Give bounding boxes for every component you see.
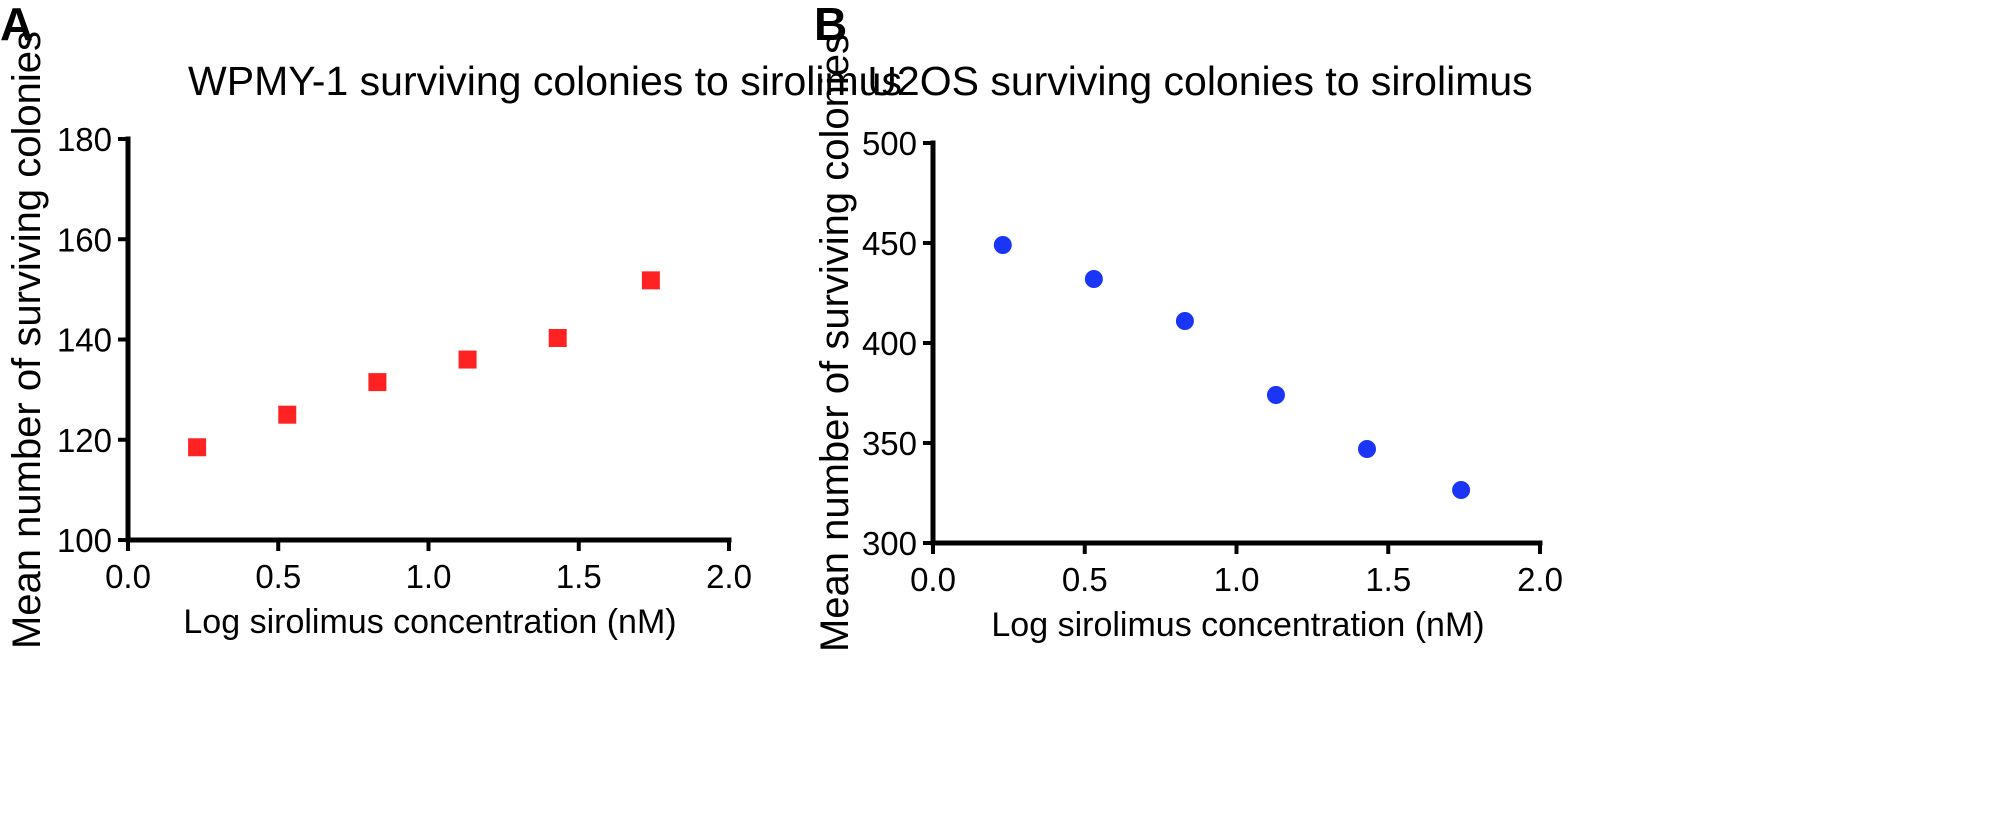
data-point-b: [1452, 481, 1471, 499]
x-tick-label-a: 2.0: [706, 558, 752, 595]
y-tick-label-b: 500: [862, 125, 917, 162]
data-point-b: [993, 236, 1012, 254]
x-axis-label-b: Log sirolimus concentration (nM): [991, 606, 1484, 644]
data-point-b: [1084, 270, 1103, 288]
data-points-b: [993, 236, 1471, 499]
x-tick-label-a: 0.0: [105, 558, 151, 595]
data-point-a: [368, 373, 387, 392]
data-point-b: [1175, 312, 1194, 330]
data-point-a: [188, 438, 207, 457]
x-tick-label-a: 1.5: [556, 558, 602, 595]
y-axis-label-b: Mean number of surviving colonies: [813, 34, 857, 652]
panel-a: A WPMY-1 surviving colonies to sirolimus…: [0, 0, 902, 649]
y-tick-label-b: 350: [862, 425, 917, 462]
data-point-a: [458, 350, 477, 369]
data-points-a: [188, 271, 660, 457]
axes-b: [930, 140, 1543, 546]
data-point-b: [1358, 440, 1377, 458]
ticks-a: 100 120 140 160 180 0.0 0.5 1.0 1.5 2.0: [57, 121, 752, 595]
panel-letter-b: B: [814, 0, 847, 50]
x-tick-label-b: 0.5: [1062, 561, 1108, 598]
y-axis-label-a: Mean number of surviving colonies: [5, 31, 49, 649]
y-tick-label-b: 300: [862, 525, 917, 562]
y-tick-label-a: 120: [57, 422, 112, 459]
x-axis-label-a: Log sirolimus concentration (nM): [183, 603, 676, 641]
axes-a: [125, 136, 732, 543]
panel-letter-a: A: [0, 0, 33, 50]
x-tick-label-b: 1.5: [1365, 561, 1411, 598]
x-tick-label-a: 0.5: [255, 558, 301, 595]
data-point-b: [1266, 386, 1285, 404]
x-tick-label-b: 2.0: [1517, 561, 1563, 598]
x-tick-label-b: 1.0: [1214, 561, 1260, 598]
y-tick-label-a: 180: [57, 121, 112, 158]
data-point-a: [548, 328, 567, 347]
y-tick-label-b: 400: [862, 325, 917, 362]
y-tick-label-a: 160: [57, 221, 112, 258]
data-point-a: [641, 271, 660, 290]
x-tick-label-a: 1.0: [406, 558, 452, 595]
chart-title-a: WPMY-1 surviving colonies to sirolimus: [188, 58, 902, 104]
chart-title-b: U2OS surviving colonies to sirolimus: [867, 58, 1532, 104]
y-tick-label-a: 100: [57, 522, 112, 559]
panel-b: B U2OS surviving colonies to sirolimus M…: [813, 0, 1563, 652]
y-tick-label-a: 140: [57, 322, 112, 359]
x-tick-label-b: 0.0: [910, 561, 956, 598]
data-point-a: [278, 405, 297, 424]
y-tick-label-b: 450: [862, 225, 917, 262]
ticks-b: 300 350 400 450 500 0.0 0.5 1.0 1.5 2.0: [862, 125, 1563, 598]
